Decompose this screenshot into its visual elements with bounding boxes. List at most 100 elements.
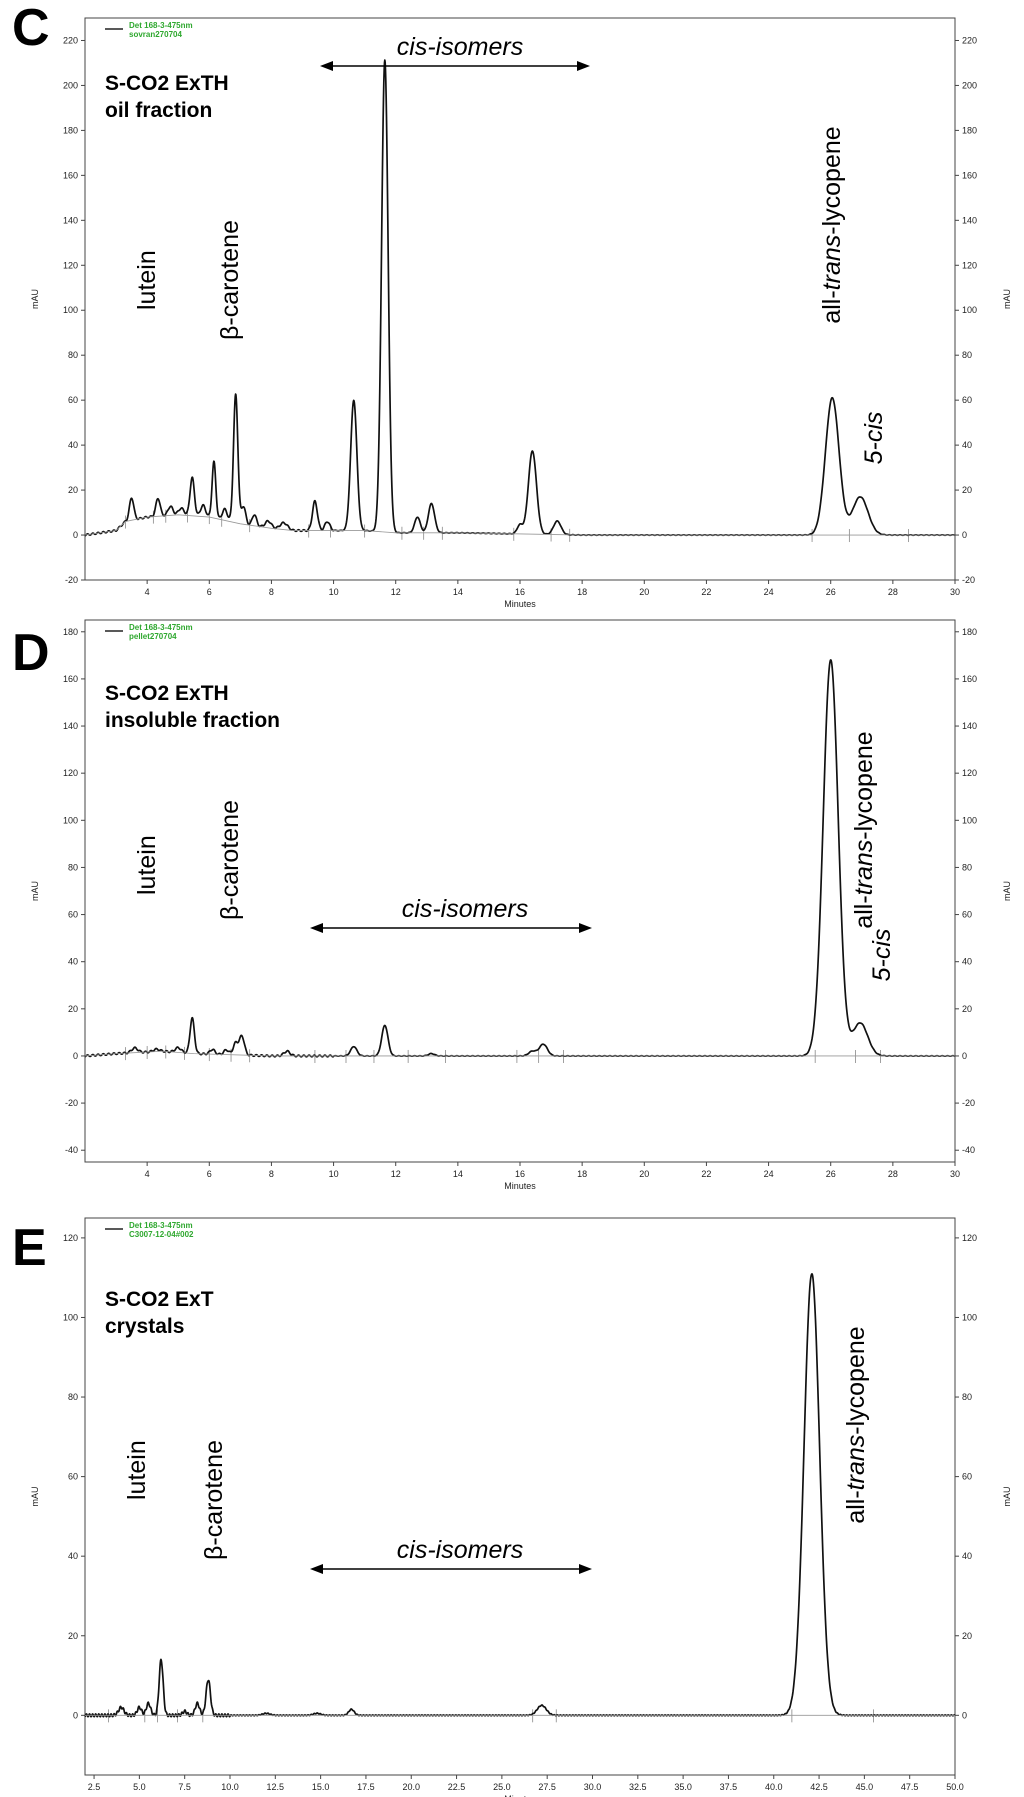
cis-isomers-label: cis-isomers xyxy=(397,33,523,61)
trans-italic: trans xyxy=(850,840,878,896)
x-tick-label: 8 xyxy=(269,587,274,597)
x-tick-label: 14 xyxy=(453,587,463,597)
chart-panel-c: -20 -20 0 0 20 20 40 40 60 60 80 80 100 100 120 120 140 1… xyxy=(12,0,1012,609)
x-tick-label: 40.0 xyxy=(765,1782,783,1792)
legend-run-label: C3007-12-04#002 xyxy=(129,1230,194,1239)
lutein-label: lutein xyxy=(133,250,161,310)
arrow-head-left xyxy=(320,61,333,71)
beta-carotene-label: β-carotene xyxy=(216,220,244,340)
y-tick-label-right: 100 xyxy=(962,815,977,825)
y-tick-label-left: 60 xyxy=(68,910,78,920)
legend-run-label: sovran270704 xyxy=(129,30,182,39)
trans-prefix: all- xyxy=(818,290,846,323)
y-axis-label-left: mAU xyxy=(30,289,40,309)
five-cis-label: 5-cis xyxy=(868,929,896,982)
five-cis-label: 5-cis xyxy=(860,412,888,465)
y-tick-label-left: 100 xyxy=(63,305,78,315)
y-tick-label-right: 140 xyxy=(962,721,977,731)
sample-subtitle: crystals xyxy=(105,1315,184,1338)
y-axis-label-right: mAU xyxy=(1002,289,1012,309)
trans-suffix: -lycopene xyxy=(850,731,878,839)
y-tick-label-left: 40 xyxy=(68,440,78,450)
y-tick-label-right: 20 xyxy=(962,485,972,495)
y-tick-label-right: 0 xyxy=(962,1710,967,1720)
x-tick-label: 10 xyxy=(329,1169,339,1179)
x-tick-label: 30.0 xyxy=(584,1782,602,1792)
trans-prefix: all- xyxy=(850,895,878,928)
x-tick-label: 20 xyxy=(639,1169,649,1179)
x-tick-label: 17.5 xyxy=(357,1782,375,1792)
y-tick-label-right: 40 xyxy=(962,1551,972,1561)
y-tick-label-right: 0 xyxy=(962,1051,967,1061)
y-tick-label-left: 140 xyxy=(63,215,78,225)
beta-carotene-label: β-carotene xyxy=(216,800,244,920)
x-tick-label: 18 xyxy=(577,1169,587,1179)
y-tick-label-right: 140 xyxy=(962,215,977,225)
y-tick-label-left: -20 xyxy=(65,575,78,585)
x-tick-label: 22.5 xyxy=(448,1782,466,1792)
y-tick-label-left: 20 xyxy=(68,1004,78,1014)
y-tick-label-right: 100 xyxy=(962,1312,977,1322)
arrow-head-left xyxy=(310,1564,323,1574)
x-tick-label: 6 xyxy=(207,1169,212,1179)
y-tick-label-right: 180 xyxy=(962,125,977,135)
sample-title: S-CO2 ExTH xyxy=(105,682,229,705)
y-tick-label-left: 100 xyxy=(63,815,78,825)
sample-title: S-CO2 ExTH xyxy=(105,72,229,95)
y-tick-label-right: 160 xyxy=(962,170,977,180)
y-tick-label-right: 200 xyxy=(962,80,977,90)
y-tick-label-left: 100 xyxy=(63,1312,78,1322)
y-tick-label-right: 160 xyxy=(962,674,977,684)
y-tick-label-left: 160 xyxy=(63,170,78,180)
y-tick-label-right: 180 xyxy=(962,627,977,637)
x-tick-label: 5.0 xyxy=(133,1782,146,1792)
sample-subtitle: insoluble fraction xyxy=(105,709,280,732)
y-tick-label-right: -40 xyxy=(962,1145,975,1155)
trans-suffix: -lycopene xyxy=(818,126,846,234)
x-tick-label: 16 xyxy=(515,1169,525,1179)
panel-letter: C xyxy=(12,0,50,57)
x-tick-label: 42.5 xyxy=(810,1782,828,1792)
x-tick-label: 30 xyxy=(950,587,960,597)
baseline-trace xyxy=(84,1050,955,1057)
trans-italic: trans xyxy=(842,1435,870,1491)
y-tick-label-right: 80 xyxy=(962,862,972,872)
y-tick-label-right: 120 xyxy=(962,1233,977,1243)
x-tick-label: 45.0 xyxy=(856,1782,874,1792)
x-tick-label: 26 xyxy=(826,587,836,597)
x-tick-label: 24 xyxy=(764,587,774,597)
x-tick-label: 20.0 xyxy=(402,1782,420,1792)
y-tick-label-right: -20 xyxy=(962,575,975,585)
y-tick-label-left: 0 xyxy=(73,1051,78,1061)
y-tick-label-left: 180 xyxy=(63,125,78,135)
x-tick-label: 2.5 xyxy=(88,1782,101,1792)
x-tick-label: 4 xyxy=(145,1169,150,1179)
y-tick-label-right: 40 xyxy=(962,440,972,450)
panel-letter: E xyxy=(12,1219,47,1277)
lutein-label: lutein xyxy=(133,835,161,895)
y-tick-label-left: 120 xyxy=(63,1233,78,1243)
x-tick-label: 22 xyxy=(701,587,711,597)
x-tick-label: 22 xyxy=(701,1169,711,1179)
chart-panel-e: 0 0 20 20 40 40 60 60 80 80 100 100 120 120 2.5 5.0 7.5 1… xyxy=(12,1217,1012,1797)
y-tick-label-left: 120 xyxy=(63,260,78,270)
y-tick-label-left: 40 xyxy=(68,1551,78,1561)
x-tick-label: 12.5 xyxy=(267,1782,285,1792)
y-axis-label-left: mAU xyxy=(30,881,40,901)
x-tick-label: 10.0 xyxy=(221,1782,239,1792)
y-axis-label-right: mAU xyxy=(1002,1487,1012,1507)
y-tick-label-left: 80 xyxy=(68,350,78,360)
x-tick-label: 25.0 xyxy=(493,1782,511,1792)
y-tick-label-left: 160 xyxy=(63,674,78,684)
cis-isomers-label: cis-isomers xyxy=(402,895,528,923)
y-tick-label-left: 0 xyxy=(73,1710,78,1720)
y-tick-label-left: 60 xyxy=(68,395,78,405)
x-tick-label: 24 xyxy=(764,1169,774,1179)
x-axis-label: Minutes xyxy=(504,1181,536,1191)
panel-letter: D xyxy=(12,624,50,682)
trans-prefix: all- xyxy=(842,1490,870,1523)
y-tick-label-right: 120 xyxy=(962,768,977,778)
x-tick-label: 50.0 xyxy=(946,1782,964,1792)
arrow-head-right xyxy=(579,1564,592,1574)
